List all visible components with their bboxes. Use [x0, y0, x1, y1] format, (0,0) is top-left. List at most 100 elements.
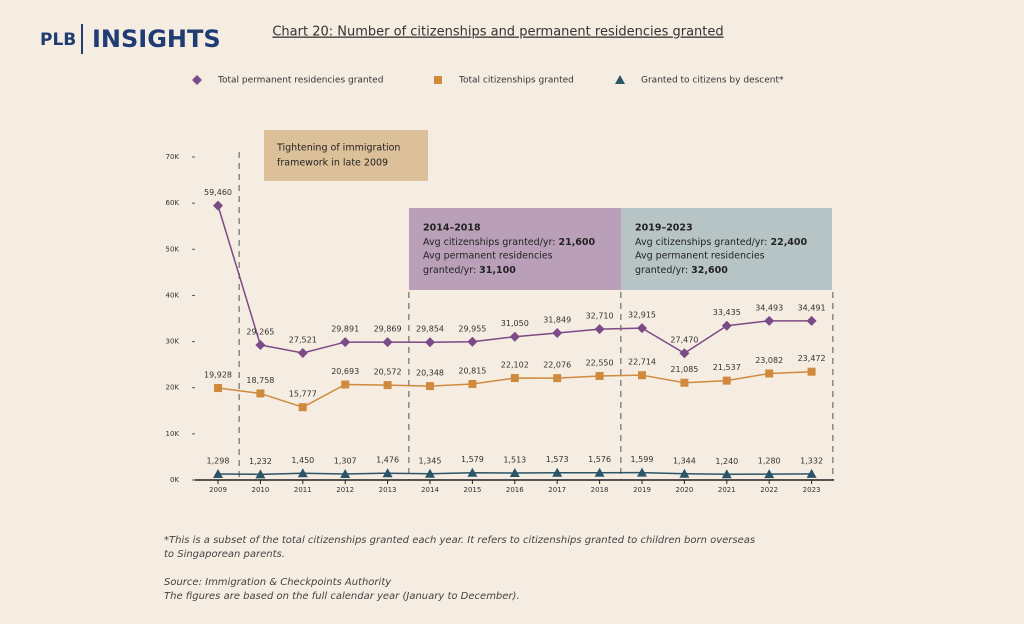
point	[383, 381, 392, 390]
point	[213, 200, 223, 211]
point	[764, 469, 775, 479]
data-label: 29,854	[416, 325, 444, 334]
period-text: granted/yr:	[423, 265, 479, 276]
x-tick-label: 2019	[633, 486, 651, 494]
point	[213, 469, 223, 479]
point	[552, 328, 563, 339]
annotation: framework in late 2009	[277, 158, 388, 169]
data-label: 29,955	[458, 324, 486, 333]
data-label: 21,537	[713, 363, 741, 372]
point	[553, 374, 562, 383]
data-label: 18,758	[246, 376, 274, 385]
x-tick-label: 2021	[718, 486, 736, 494]
data-label: 1,450	[291, 456, 314, 465]
x-tick-label: 2012	[336, 486, 354, 494]
data-label: 22,550	[586, 358, 614, 367]
legend-label: Total permanent residencies granted	[217, 76, 383, 86]
data-label: 19,928	[204, 371, 232, 380]
y-tick-label: 0K	[170, 476, 179, 484]
point	[595, 371, 604, 380]
data-label: 34,493	[755, 303, 783, 312]
point	[340, 468, 351, 478]
point	[297, 468, 308, 478]
point	[764, 315, 775, 326]
period-value: 31,100	[479, 265, 516, 276]
data-label: 27,521	[289, 336, 317, 345]
legend-marker	[434, 76, 442, 84]
footnote: to Singaporean parents.	[164, 549, 285, 560]
x-tick-label: 2023	[803, 486, 821, 494]
x-tick-label: 2022	[760, 486, 778, 494]
point	[509, 331, 520, 342]
annotation: Tightening of immigration	[276, 143, 400, 154]
point	[679, 348, 690, 359]
data-label: 32,915	[628, 311, 656, 320]
data-label: 1,298	[207, 457, 230, 466]
data-label: 23,472	[798, 354, 826, 363]
data-label: 1,280	[758, 457, 781, 466]
point	[467, 336, 478, 347]
point	[637, 467, 647, 477]
data-label: 1,232	[249, 457, 272, 466]
data-label: 31,849	[543, 316, 571, 325]
y-tick-label: 50K	[166, 245, 180, 253]
data-label: 29,891	[331, 325, 359, 334]
period-value: 21,600	[558, 237, 595, 248]
point	[425, 337, 435, 348]
period-line: Avg permanent residencies	[423, 251, 553, 262]
data-label: 15,777	[289, 390, 317, 399]
data-label: 21,085	[670, 365, 698, 374]
source: The figures are based on the full calend…	[164, 591, 520, 602]
data-label: 1,599	[631, 455, 654, 464]
point	[806, 315, 817, 326]
period-value: 22,400	[770, 237, 807, 248]
point	[765, 369, 774, 378]
point	[468, 379, 477, 388]
data-label: 32,710	[586, 312, 614, 321]
x-tick-label: 2018	[591, 486, 609, 494]
y-tick-label: 20K	[166, 384, 180, 392]
point	[382, 468, 393, 478]
period-value: 32,600	[691, 265, 728, 276]
data-label: 1,332	[800, 456, 823, 465]
x-tick-label: 2016	[506, 486, 524, 494]
x-tick-label: 2014	[421, 486, 439, 494]
data-label: 20,693	[331, 367, 359, 376]
point	[594, 324, 605, 335]
y-tick-label: 60K	[166, 199, 180, 207]
x-tick-label: 2017	[548, 486, 566, 494]
period-line: Avg citizenships granted/yr: 21,600	[423, 237, 596, 248]
point	[680, 378, 689, 387]
data-label: 20,348	[416, 369, 444, 378]
point	[552, 467, 563, 477]
point	[255, 469, 266, 479]
data-label: 34,491	[798, 303, 826, 312]
legend-label: Total citizenships granted	[458, 76, 574, 86]
data-label: 20,572	[374, 368, 402, 377]
data-label: 22,102	[501, 361, 529, 370]
annotation-box	[264, 130, 428, 181]
legend-marker	[615, 75, 625, 84]
x-tick-label: 2013	[379, 486, 397, 494]
point	[340, 337, 351, 348]
x-tick-label: 2020	[675, 486, 693, 494]
period-line: granted/yr: 31,100	[423, 265, 516, 276]
period-text: granted/yr:	[635, 265, 691, 276]
source: Source: Immigration & Checkpoints Author…	[164, 577, 392, 588]
data-label: 31,050	[501, 319, 529, 328]
point	[256, 389, 265, 398]
x-tick-label: 2010	[251, 486, 269, 494]
y-tick-label: 10K	[166, 430, 180, 438]
data-label: 1,579	[461, 455, 484, 464]
data-label: 20,815	[458, 366, 486, 375]
data-label: 29,265	[246, 327, 274, 336]
point	[594, 467, 605, 477]
point	[806, 468, 817, 478]
point	[509, 468, 520, 478]
data-label: 29,869	[374, 325, 402, 334]
data-label: 1,513	[503, 456, 526, 465]
chart-title: Chart 20: Number of citizenships and per…	[272, 25, 723, 40]
point	[467, 467, 478, 477]
y-tick-label: 40K	[166, 291, 180, 299]
